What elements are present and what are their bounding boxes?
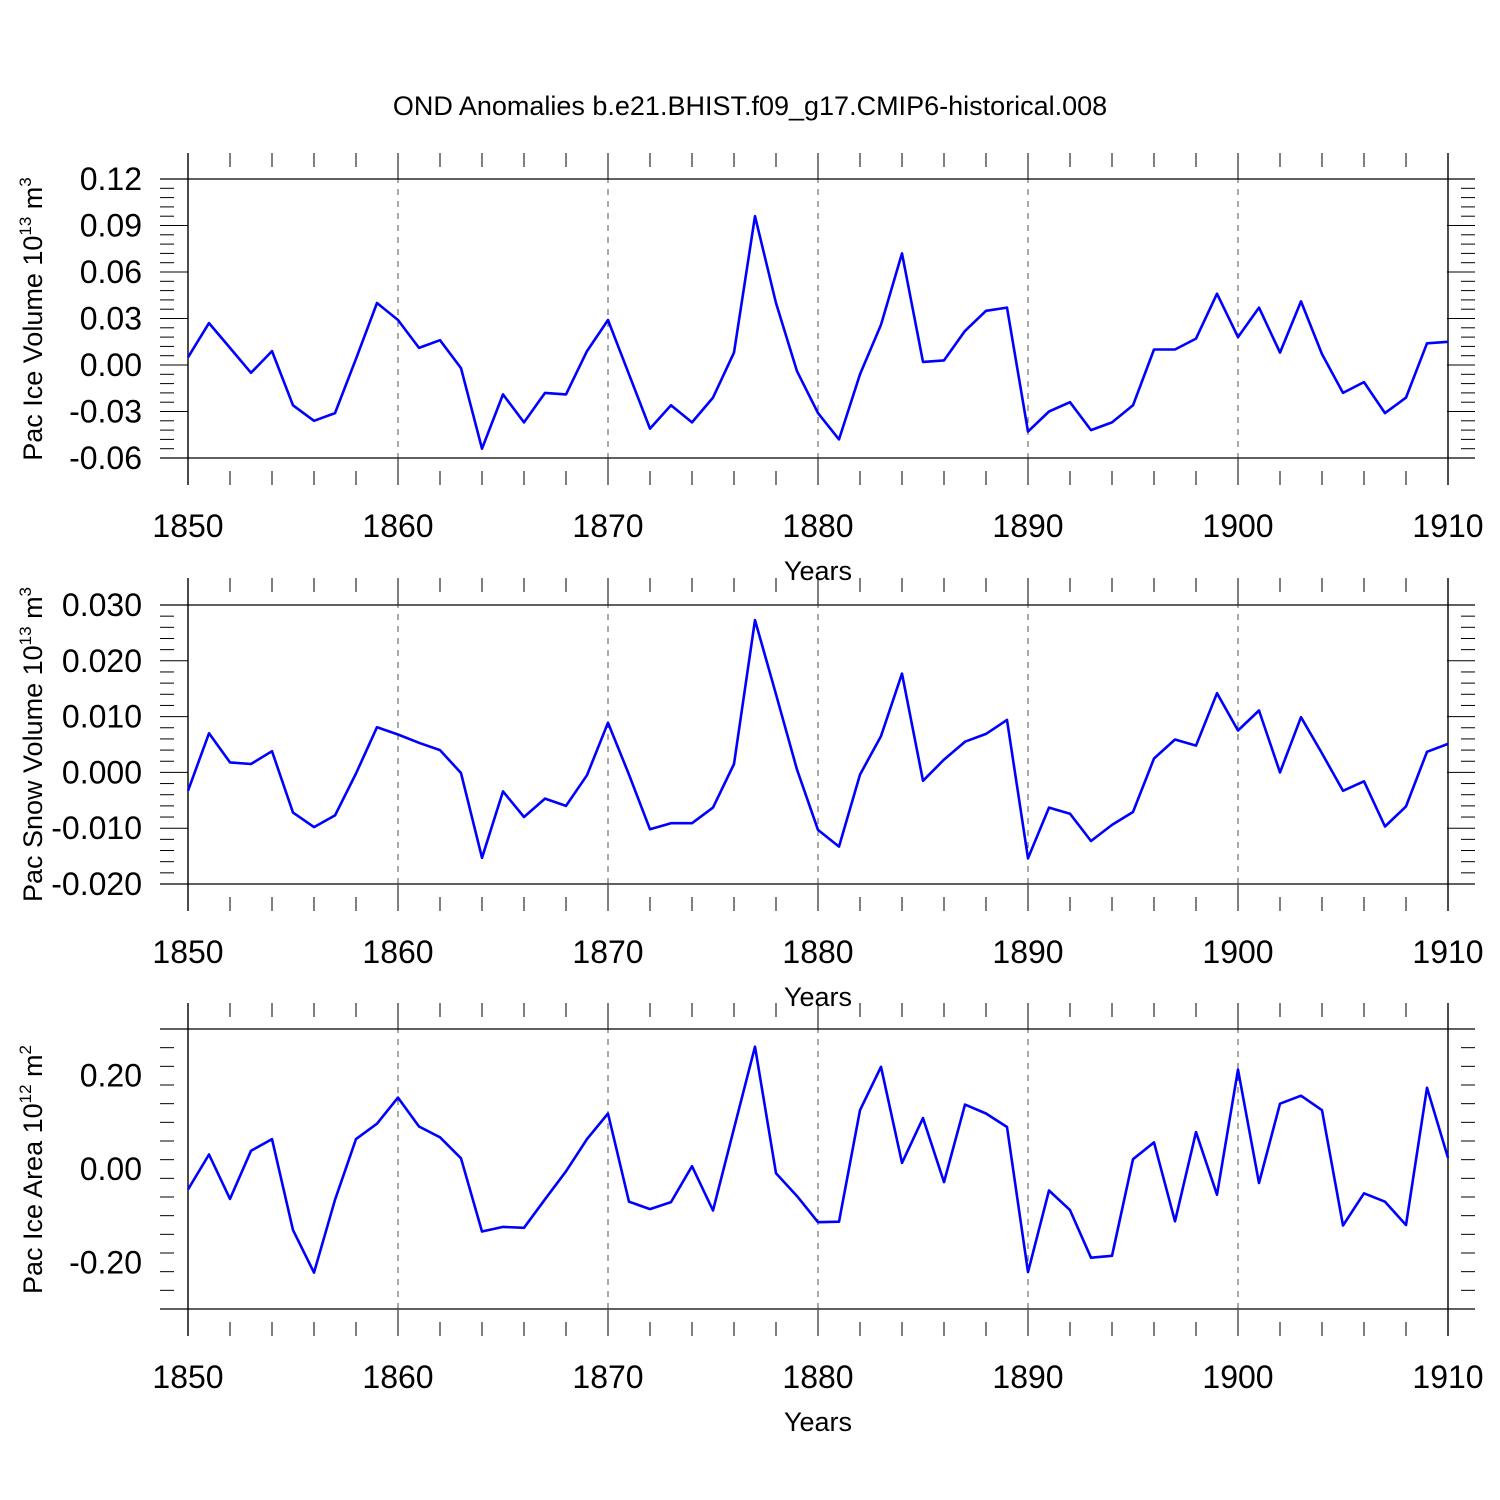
x-tick-label: 1850 (152, 508, 223, 544)
y-axis-title: Pac Ice Area 1012 m2 (16, 1045, 48, 1294)
y-tick-label: -0.06 (69, 440, 142, 476)
series-line (186, 214, 1449, 451)
panel-1: -0.06 -0.03 0.00 0.03 0.06 0.09 0.12 1850 1860 18… (16, 153, 1484, 586)
x-tick-label: 1910 (1412, 1359, 1483, 1395)
x-tick-label: 1870 (572, 934, 643, 970)
y-tick-label: 0.09 (80, 208, 142, 244)
figure-title: OND Anomalies b.e21.BHIST.f09_g17.CMIP6-… (393, 91, 1107, 121)
x-tick-label: 1870 (572, 1359, 643, 1395)
y-axis-title: Pac Snow Volume 1013 m3 (16, 587, 48, 902)
series-line (186, 618, 1449, 860)
x-tick-label: 1880 (782, 934, 853, 970)
y-tick-label: 0.010 (62, 699, 142, 735)
x-tick-label: 1850 (152, 934, 223, 970)
y-tick-label: -0.020 (51, 866, 142, 902)
y-axis-title-unit-exponent: 3 (16, 177, 35, 186)
x-tick-label: 1900 (1202, 934, 1273, 970)
y-tick-label: 0.06 (80, 254, 142, 290)
x-tick-label: 1880 (782, 508, 853, 544)
x-tick-label: 1860 (362, 1359, 433, 1395)
panels-group: -0.06 -0.03 0.00 0.03 0.06 0.09 0.12 1850 1860 18… (16, 153, 1484, 1437)
x-tick-label: 1860 (362, 934, 433, 970)
x-tick-label: 1850 (152, 1359, 223, 1395)
x-tick-label: 1910 (1412, 934, 1483, 970)
y-axis-title-exponent: 13 (16, 626, 35, 645)
y-axis-title-text: Pac Snow Volume 10 (18, 645, 48, 902)
y-axis-title-unit: m (18, 1054, 48, 1084)
x-tick-label: 1910 (1412, 508, 1483, 544)
series-line (186, 1045, 1450, 1274)
y-tick-label: 0.030 (62, 587, 142, 623)
y-axis-title-unit: m (18, 596, 48, 626)
x-tick-label: 1890 (992, 508, 1063, 544)
y-tick-label: 0.20 (80, 1058, 142, 1094)
y-tick-label: -0.010 (51, 810, 142, 846)
x-tick-label: 1900 (1202, 1359, 1273, 1395)
y-tick-label: 0.020 (62, 643, 142, 679)
y-axis-title-unit-exponent: 3 (16, 587, 35, 596)
y-tick-label: -0.20 (69, 1244, 142, 1280)
y-axis-title-unit: m (18, 187, 48, 217)
x-tick-label: 1900 (1202, 508, 1273, 544)
y-tick-label: 0.00 (80, 347, 142, 383)
y-axis-title-exponent: 13 (16, 217, 35, 236)
y-axis-title-exponent: 12 (16, 1084, 35, 1103)
x-tick-label: 1890 (992, 1359, 1063, 1395)
y-tick-label: 0.03 (80, 301, 142, 337)
x-tick-label: 1880 (782, 1359, 853, 1395)
y-tick-label: -0.03 (69, 394, 142, 430)
x-axis-title: Years (784, 1407, 852, 1437)
y-tick-label: 0.12 (80, 161, 142, 197)
x-tick-label: 1870 (572, 508, 643, 544)
y-axis-title-text: Pac Ice Volume 10 (18, 236, 48, 461)
panel-3: -0.20 0.00 0.20 1850 1860 1870 1880 1890 1900 191… (16, 1003, 1484, 1437)
y-tick-label: 0.00 (80, 1151, 142, 1187)
y-axis-title: Pac Ice Volume 1013 m3 (16, 177, 48, 461)
y-axis-title-text: Pac Ice Area 10 (18, 1103, 48, 1294)
x-tick-label: 1860 (362, 508, 433, 544)
y-tick-label: 0.000 (62, 754, 142, 790)
y-axis-title-unit-exponent: 2 (16, 1045, 35, 1054)
x-tick-label: 1890 (992, 934, 1063, 970)
panel-2: -0.020 -0.010 0.000 0.010 0.020 0.030 1850 1860… (16, 578, 1484, 1012)
